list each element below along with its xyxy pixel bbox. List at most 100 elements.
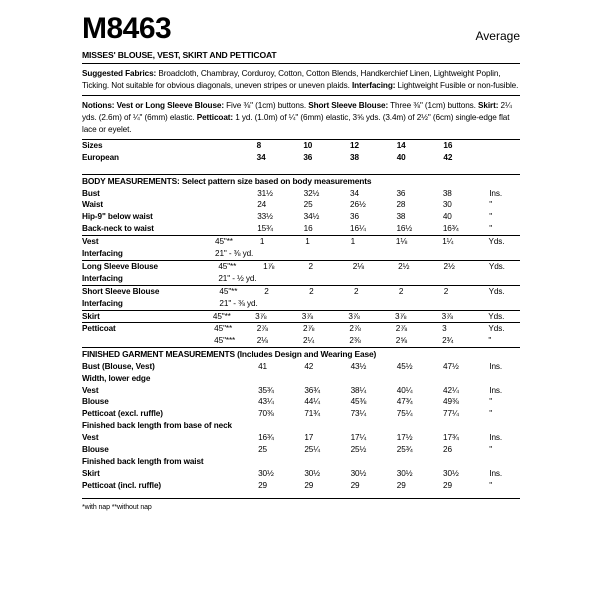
row-label: Interfacing	[82, 298, 123, 308]
cell-size-12: 12	[350, 141, 359, 151]
cell-euro-36: 36	[303, 153, 313, 163]
finished-measurements-heading: FINISHED GARMENT MEASUREMENTS (Includes …	[82, 349, 377, 360]
cell-value: 45⅜	[350, 397, 367, 407]
row-unit	[489, 273, 520, 285]
row-unit: Yds.	[488, 324, 505, 334]
interfacing-label: Interfacing:	[351, 80, 396, 90]
cell-value: 36	[350, 212, 359, 222]
cell-value: 2⅛	[352, 261, 364, 271]
table-row: Vest 45"** 1 1 1 1⅛ 1¼ Yds.	[82, 236, 520, 248]
divider-skirt	[82, 309, 520, 311]
cell-value: 17¾	[443, 433, 459, 443]
cell-value: 17	[304, 433, 314, 443]
cell-value: 17½	[396, 433, 413, 443]
cell-value: 16¼	[350, 224, 366, 234]
cell-value: 15¾	[257, 224, 273, 234]
pattern-number: M8463	[82, 12, 172, 45]
cell-value: 2	[443, 286, 449, 296]
cell-value: 28	[396, 200, 406, 210]
cell-value	[444, 298, 489, 310]
cell-euro-40: 40	[396, 153, 406, 163]
table-row: Sizes 8 10 12 14 16	[82, 140, 520, 152]
row-width	[219, 432, 258, 444]
cell-value: 2	[398, 286, 404, 296]
cell-value: 38¼	[350, 385, 367, 395]
divider-petticoat	[82, 322, 520, 324]
cell-size-8: 8	[256, 141, 262, 151]
cell-value: 2¼	[303, 336, 315, 346]
divider-notions	[82, 95, 520, 97]
cell-value: 73¼	[350, 409, 367, 419]
cell-value: 2⅞	[256, 324, 268, 334]
cell-value: 25½	[350, 445, 367, 455]
cell-value: 40¼	[396, 385, 413, 395]
row-label: Skirt	[82, 468, 100, 478]
row-label: Long Sleeve Blouse	[82, 261, 159, 271]
divider-vest	[82, 235, 520, 237]
cell-value	[443, 273, 488, 285]
table-row: 45"*** 2⅛ 2¼ 2⅜ 2⅝ 2¾ "	[82, 335, 520, 347]
table-row: Blouse 43¼ 44¼ 45⅜ 47¾ 49⅜ "	[82, 396, 520, 408]
row-width	[219, 468, 258, 480]
row-width	[219, 444, 258, 456]
row-unit: "	[489, 409, 493, 419]
row-width: 45"**	[214, 324, 233, 334]
row-label: Short Sleeve Blouse	[82, 286, 160, 296]
cell-value: 2	[264, 286, 269, 296]
notions-text-3: 2¼ yds. (2.6m) of ¼" (6mm) elastic.	[82, 101, 512, 122]
cell-value: 29	[443, 480, 452, 490]
cell-value: 42	[304, 361, 314, 371]
cell-value: 40	[442, 212, 452, 222]
cell-value	[264, 298, 309, 310]
row-label: Petticoat	[82, 324, 116, 334]
notions-paragraph: Notions: Vest or Long Sleeve Blouse: Fiv…	[82, 96, 520, 139]
row-label: Bust (Blouse, Vest)	[82, 361, 155, 371]
cell-value	[263, 273, 308, 285]
cell-value: 2⅞	[349, 324, 361, 334]
row-label: Bust	[82, 188, 100, 198]
cell-value: 32½	[303, 188, 320, 198]
row-unit: Ins.	[489, 385, 503, 395]
skirt-notions-label: Skirt:	[478, 101, 499, 111]
table-row: Vest 35¾ 36¾ 38¼ 40¼ 42¼ Ins.	[82, 385, 520, 397]
yardage-group-skirt: Skirt 45"** 3⅞ 3⅞ 3⅞ 3⅞ 3⅞ Yds.	[82, 311, 520, 323]
cell-value: 35¾	[258, 385, 274, 395]
suggested-fabrics-text: Broadcloth, Chambray, Corduroy, Cotton, …	[82, 69, 501, 90]
cell-value: 71¾	[304, 409, 320, 419]
cell-value: 45½	[396, 361, 413, 371]
cell-value: 16¾	[442, 224, 459, 234]
divider-short-sleeve-blouse	[82, 284, 520, 286]
notions-label: Notions: Vest or Long Sleeve Blouse:	[82, 101, 224, 111]
row-label: Interfacing	[82, 249, 123, 259]
cell-value: 44¼	[304, 397, 320, 407]
body-measurements-table: Bust 31½ 32½ 34 36 38 Ins. Waist 24 25 2…	[82, 188, 520, 236]
cell-value: 34½	[303, 212, 320, 222]
divider-body-measurements	[82, 173, 520, 175]
divider-footnote	[82, 497, 520, 499]
table-row: European 34 36 38 40 42	[82, 152, 520, 164]
yardage-group-vest: Vest 45"** 1 1 1 1⅛ 1¼ Yds. Interfacing …	[82, 236, 520, 260]
cell-value: 1	[259, 237, 265, 247]
cell-value: 29	[350, 480, 360, 490]
row-label: Sizes	[82, 141, 103, 151]
suggested-fabrics-paragraph: Suggested Fabrics: Broadcloth, Chambray,…	[82, 64, 520, 95]
row-label: Hip-9" below waist	[82, 212, 153, 222]
row-label: Waist	[82, 200, 104, 210]
table-subheading-row: Finished back length from waist	[82, 456, 520, 468]
short-sleeve-blouse-label: Short Sleeve Blouse:	[308, 101, 389, 111]
cell-value	[305, 248, 350, 260]
row-unit: Ins.	[489, 433, 503, 443]
row-width: 45"**	[219, 286, 238, 296]
cell-value: 29	[258, 480, 268, 490]
cell-value: 1⅞	[263, 261, 275, 271]
divider-sizes	[82, 139, 520, 141]
table-row: Skirt 45"** 3⅞ 3⅞ 3⅞ 3⅞ 3⅞ Yds.	[82, 311, 520, 323]
row-unit	[490, 152, 520, 164]
table-subheading-row: Finished back length from base of neck	[82, 420, 520, 432]
row-label: European	[82, 153, 119, 163]
row-width	[216, 140, 256, 152]
body-measurements-heading: BODY MEASUREMENTS: Select pattern size b…	[82, 175, 372, 186]
cell-value: 2⅛	[256, 336, 268, 346]
row-label: Vest	[82, 237, 99, 247]
cell-value: 38	[396, 212, 406, 222]
